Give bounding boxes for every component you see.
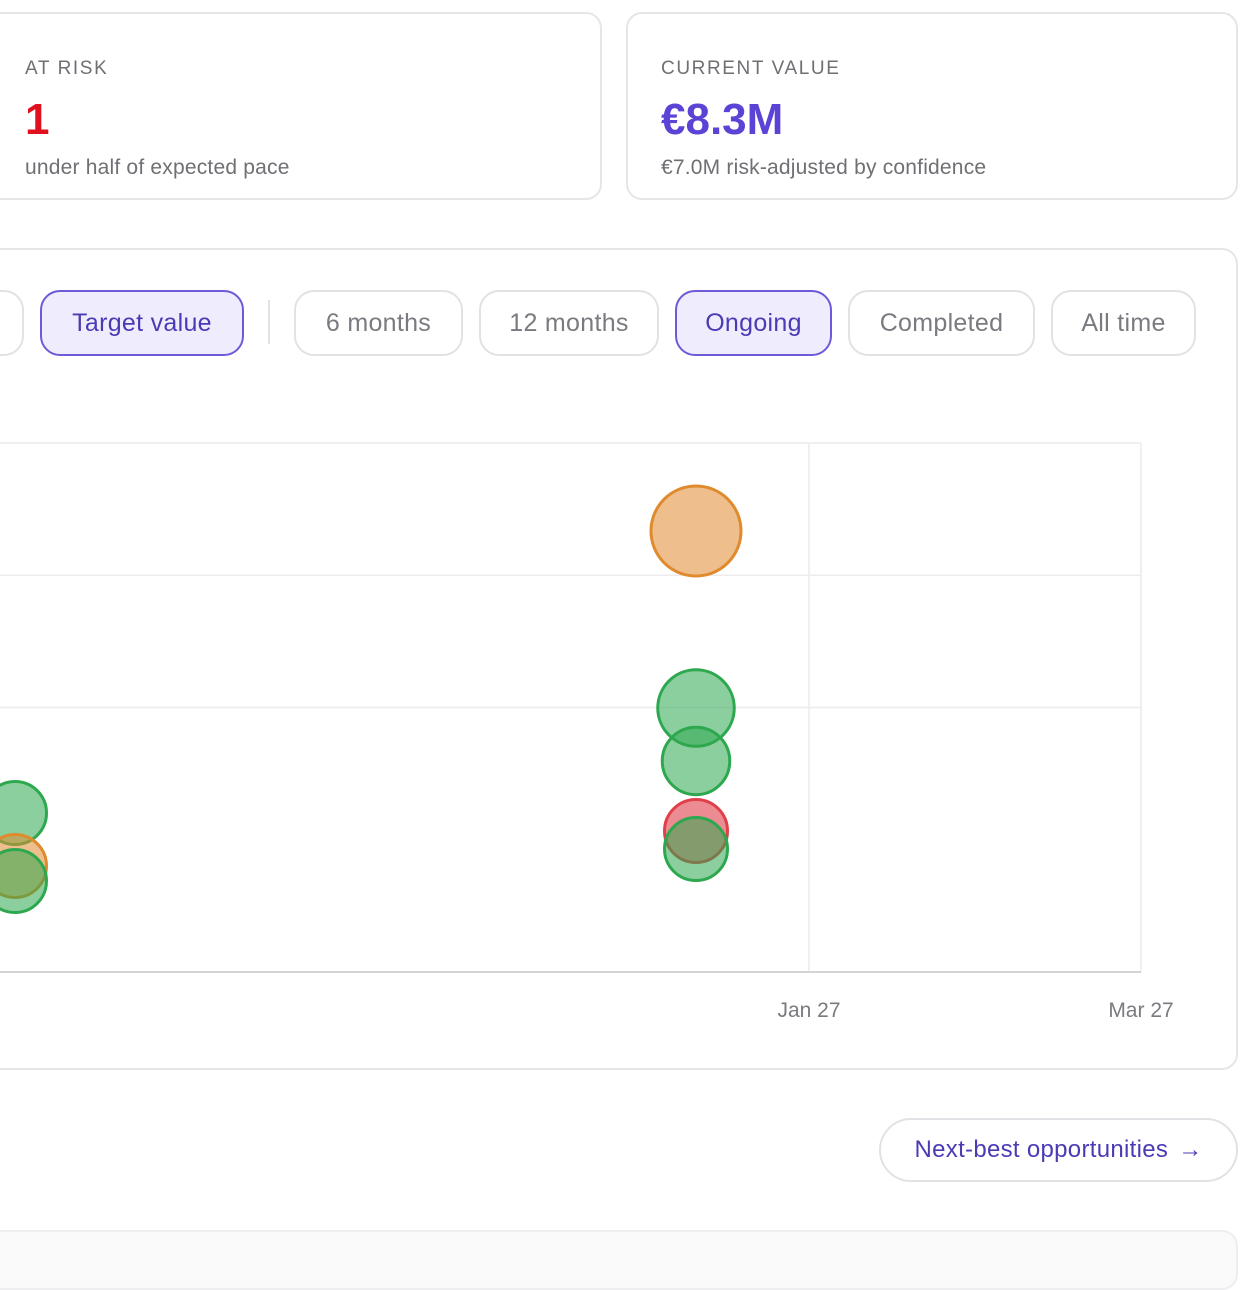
x-tick-label: Mar 27: [1108, 999, 1173, 1022]
size-by-target-value[interactable]: Target value: [40, 290, 244, 356]
bubble-chart-card: [0, 248, 1238, 1070]
x-tick-label: Jan 27: [777, 999, 840, 1022]
bubble-chart: Jan 27 Mar 27: [0, 442, 1174, 1022]
filter-all-time[interactable]: All time: [1051, 290, 1196, 356]
next-section-card: [0, 1230, 1238, 1290]
filter-6-months[interactable]: 6 months: [294, 290, 463, 356]
size-by-option-hidden[interactable]: [0, 290, 24, 356]
current-value-card: CURRENT VALUE €8.3M €7.0M risk-adjusted …: [626, 12, 1238, 200]
current-value-subtext: €7.0M risk-adjusted by confidence: [661, 156, 987, 179]
filter-completed[interactable]: Completed: [848, 290, 1035, 356]
next-best-opportunities-label: Next-best opportunities: [914, 1136, 1169, 1163]
filter-divider: [268, 300, 270, 344]
current-value-label: CURRENT VALUE: [661, 58, 841, 79]
at-risk-value: 1: [25, 95, 50, 144]
filter-12-months[interactable]: 12 months: [479, 290, 659, 356]
at-risk-card: AT RISK 1 under half of expected pace: [0, 12, 602, 200]
at-risk-subtext: under half of expected pace: [25, 156, 290, 179]
filter-ongoing[interactable]: Ongoing: [675, 290, 832, 356]
arrow-right-icon: →: [1178, 1136, 1203, 1163]
current-value-amount: €8.3M: [661, 95, 784, 144]
chart-grid: [0, 442, 1142, 972]
at-risk-label: AT RISK: [25, 58, 109, 79]
bubble-on-track: [663, 816, 729, 882]
next-best-opportunities-button[interactable]: Next-best opportunities →: [879, 1118, 1238, 1182]
chart-x-axis: Jan 27 Mar 27: [0, 971, 1174, 1022]
chart-bubbles: [0, 484, 743, 914]
bubble-on-track: [0, 848, 48, 914]
bubble-watch: [649, 484, 743, 578]
bubble-on-track: [660, 725, 732, 797]
